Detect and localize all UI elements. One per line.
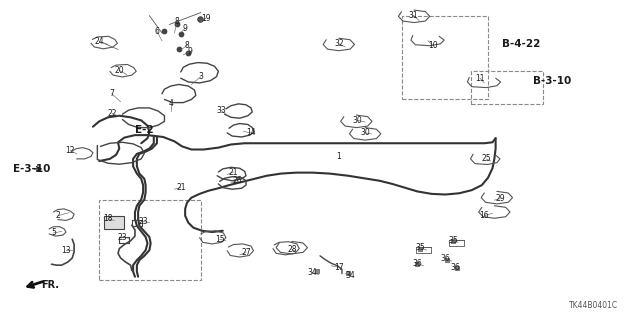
- Bar: [99, 199, 201, 280]
- Text: TK44B0401C: TK44B0401C: [569, 301, 618, 310]
- Text: E-3-10: E-3-10: [13, 164, 50, 174]
- Text: 14: 14: [246, 129, 256, 137]
- Text: 34: 34: [345, 271, 355, 280]
- Text: 6: 6: [154, 27, 159, 36]
- Bar: [470, 71, 543, 104]
- Text: 21: 21: [228, 167, 238, 176]
- Text: FR.: FR.: [41, 279, 59, 290]
- Text: 21: 21: [176, 183, 186, 192]
- Text: 23: 23: [118, 233, 127, 241]
- Text: 32: 32: [334, 39, 344, 48]
- Text: 31: 31: [408, 11, 418, 19]
- Text: 10: 10: [428, 41, 438, 50]
- Text: 34: 34: [308, 268, 317, 277]
- Text: 22: 22: [107, 109, 116, 118]
- Text: 36: 36: [450, 263, 460, 272]
- Text: 27: 27: [241, 248, 251, 257]
- Text: 30: 30: [353, 116, 362, 125]
- Text: B-3-10: B-3-10: [533, 76, 572, 86]
- Text: 4: 4: [168, 99, 173, 108]
- Text: 2: 2: [56, 211, 60, 220]
- Text: 3: 3: [198, 72, 204, 81]
- Text: 17: 17: [334, 263, 344, 272]
- Text: 19: 19: [201, 14, 211, 23]
- Text: 30: 30: [360, 129, 370, 137]
- Text: 8: 8: [175, 18, 179, 26]
- Text: B-4-22: B-4-22: [502, 39, 540, 49]
- Text: 16: 16: [479, 211, 489, 220]
- Text: 35: 35: [448, 236, 458, 245]
- Bar: [401, 16, 488, 99]
- Text: 26: 26: [232, 176, 242, 185]
- Text: 33: 33: [216, 106, 226, 115]
- Text: 9: 9: [187, 47, 192, 56]
- Text: 13: 13: [61, 246, 71, 255]
- Text: 9: 9: [182, 24, 188, 33]
- Text: 15: 15: [215, 235, 225, 244]
- Text: E-2: E-2: [135, 125, 154, 135]
- Text: 8: 8: [185, 41, 189, 50]
- Text: 36: 36: [412, 259, 422, 268]
- Text: 11: 11: [475, 74, 484, 83]
- Text: 20: 20: [115, 66, 124, 75]
- Text: 25: 25: [481, 154, 491, 163]
- Bar: [104, 216, 124, 229]
- Text: 29: 29: [496, 194, 506, 203]
- Text: 5: 5: [51, 228, 56, 237]
- Text: 12: 12: [66, 145, 75, 155]
- Text: 1: 1: [337, 152, 341, 161]
- Text: 28: 28: [287, 245, 296, 254]
- Text: 18: 18: [103, 214, 113, 223]
- Text: 36: 36: [440, 255, 451, 263]
- Text: 7: 7: [109, 89, 114, 98]
- Text: 35: 35: [415, 243, 425, 252]
- Text: 23: 23: [138, 217, 148, 226]
- Text: 24: 24: [95, 37, 104, 46]
